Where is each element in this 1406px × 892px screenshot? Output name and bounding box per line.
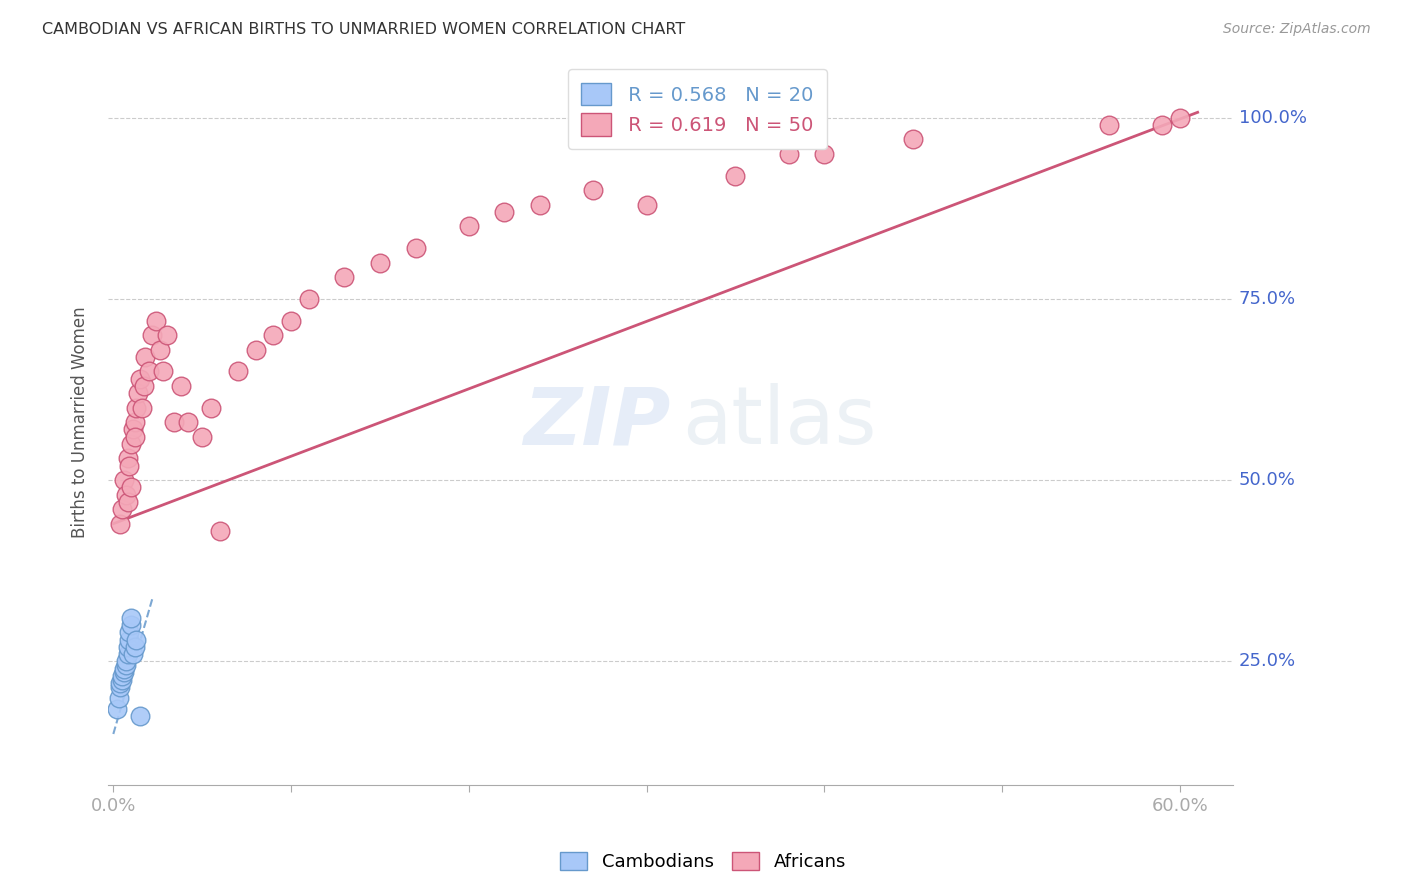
- Point: [494, 205, 516, 219]
- Point: [118, 625, 141, 640]
- Point: [170, 379, 193, 393]
- Point: [1168, 111, 1191, 125]
- Point: [110, 680, 132, 694]
- Point: [111, 502, 134, 516]
- Point: [368, 255, 391, 269]
- Point: [114, 488, 136, 502]
- Point: [457, 219, 479, 234]
- Text: CAMBODIAN VS AFRICAN BIRTHS TO UNMARRIED WOMEN CORRELATION CHART: CAMBODIAN VS AFRICAN BIRTHS TO UNMARRIED…: [42, 22, 686, 37]
- Point: [152, 364, 174, 378]
- Y-axis label: Births to Unmarried Women: Births to Unmarried Women: [72, 306, 89, 538]
- Point: [208, 524, 231, 538]
- Point: [122, 647, 145, 661]
- Point: [114, 658, 136, 673]
- Text: Source: ZipAtlas.com: Source: ZipAtlas.com: [1223, 22, 1371, 37]
- Point: [112, 473, 135, 487]
- Point: [117, 451, 139, 466]
- Point: [110, 516, 132, 531]
- Point: [125, 632, 148, 647]
- Text: 25.0%: 25.0%: [1239, 652, 1296, 671]
- Point: [813, 147, 835, 161]
- Point: [1152, 118, 1174, 132]
- Text: 75.0%: 75.0%: [1239, 290, 1296, 308]
- Point: [129, 709, 152, 723]
- Point: [112, 662, 135, 676]
- Point: [145, 313, 167, 327]
- Point: [114, 655, 136, 669]
- Point: [148, 343, 170, 357]
- Point: [298, 292, 321, 306]
- Point: [120, 437, 142, 451]
- Point: [122, 422, 145, 436]
- Point: [124, 640, 146, 654]
- Point: [529, 197, 551, 211]
- Point: [200, 401, 222, 415]
- Point: [582, 183, 605, 197]
- Point: [117, 495, 139, 509]
- Legend:  R = 0.568   N = 20,  R = 0.619   N = 50: R = 0.568 N = 20, R = 0.619 N = 50: [568, 70, 827, 149]
- Point: [1098, 118, 1121, 132]
- Point: [156, 328, 179, 343]
- Legend: Cambodians, Africans: Cambodians, Africans: [553, 845, 853, 879]
- Point: [333, 270, 356, 285]
- Point: [118, 458, 141, 473]
- Point: [903, 132, 925, 146]
- Point: [124, 415, 146, 429]
- Text: 50.0%: 50.0%: [1239, 471, 1296, 489]
- Point: [111, 673, 134, 687]
- Point: [124, 430, 146, 444]
- Point: [129, 372, 152, 386]
- Point: [778, 147, 800, 161]
- Point: [110, 676, 132, 690]
- Point: [262, 328, 284, 343]
- Point: [105, 701, 128, 715]
- Point: [118, 632, 141, 647]
- Text: 100.0%: 100.0%: [1239, 109, 1306, 127]
- Point: [138, 364, 160, 378]
- Point: [120, 611, 142, 625]
- Point: [120, 480, 142, 494]
- Point: [177, 415, 200, 429]
- Point: [134, 350, 156, 364]
- Point: [131, 401, 153, 415]
- Point: [724, 169, 747, 183]
- Point: [112, 665, 135, 680]
- Point: [245, 343, 267, 357]
- Point: [226, 364, 249, 378]
- Point: [107, 690, 129, 705]
- Point: [405, 241, 427, 255]
- Point: [117, 640, 139, 654]
- Point: [127, 386, 149, 401]
- Point: [111, 669, 134, 683]
- Point: [125, 401, 148, 415]
- Text: ZIP: ZIP: [523, 384, 671, 461]
- Text: atlas: atlas: [682, 384, 876, 461]
- Point: [191, 430, 214, 444]
- Point: [280, 313, 302, 327]
- Point: [132, 379, 155, 393]
- Point: [636, 197, 658, 211]
- Point: [120, 618, 142, 632]
- Point: [117, 647, 139, 661]
- Point: [163, 415, 186, 429]
- Point: [141, 328, 163, 343]
